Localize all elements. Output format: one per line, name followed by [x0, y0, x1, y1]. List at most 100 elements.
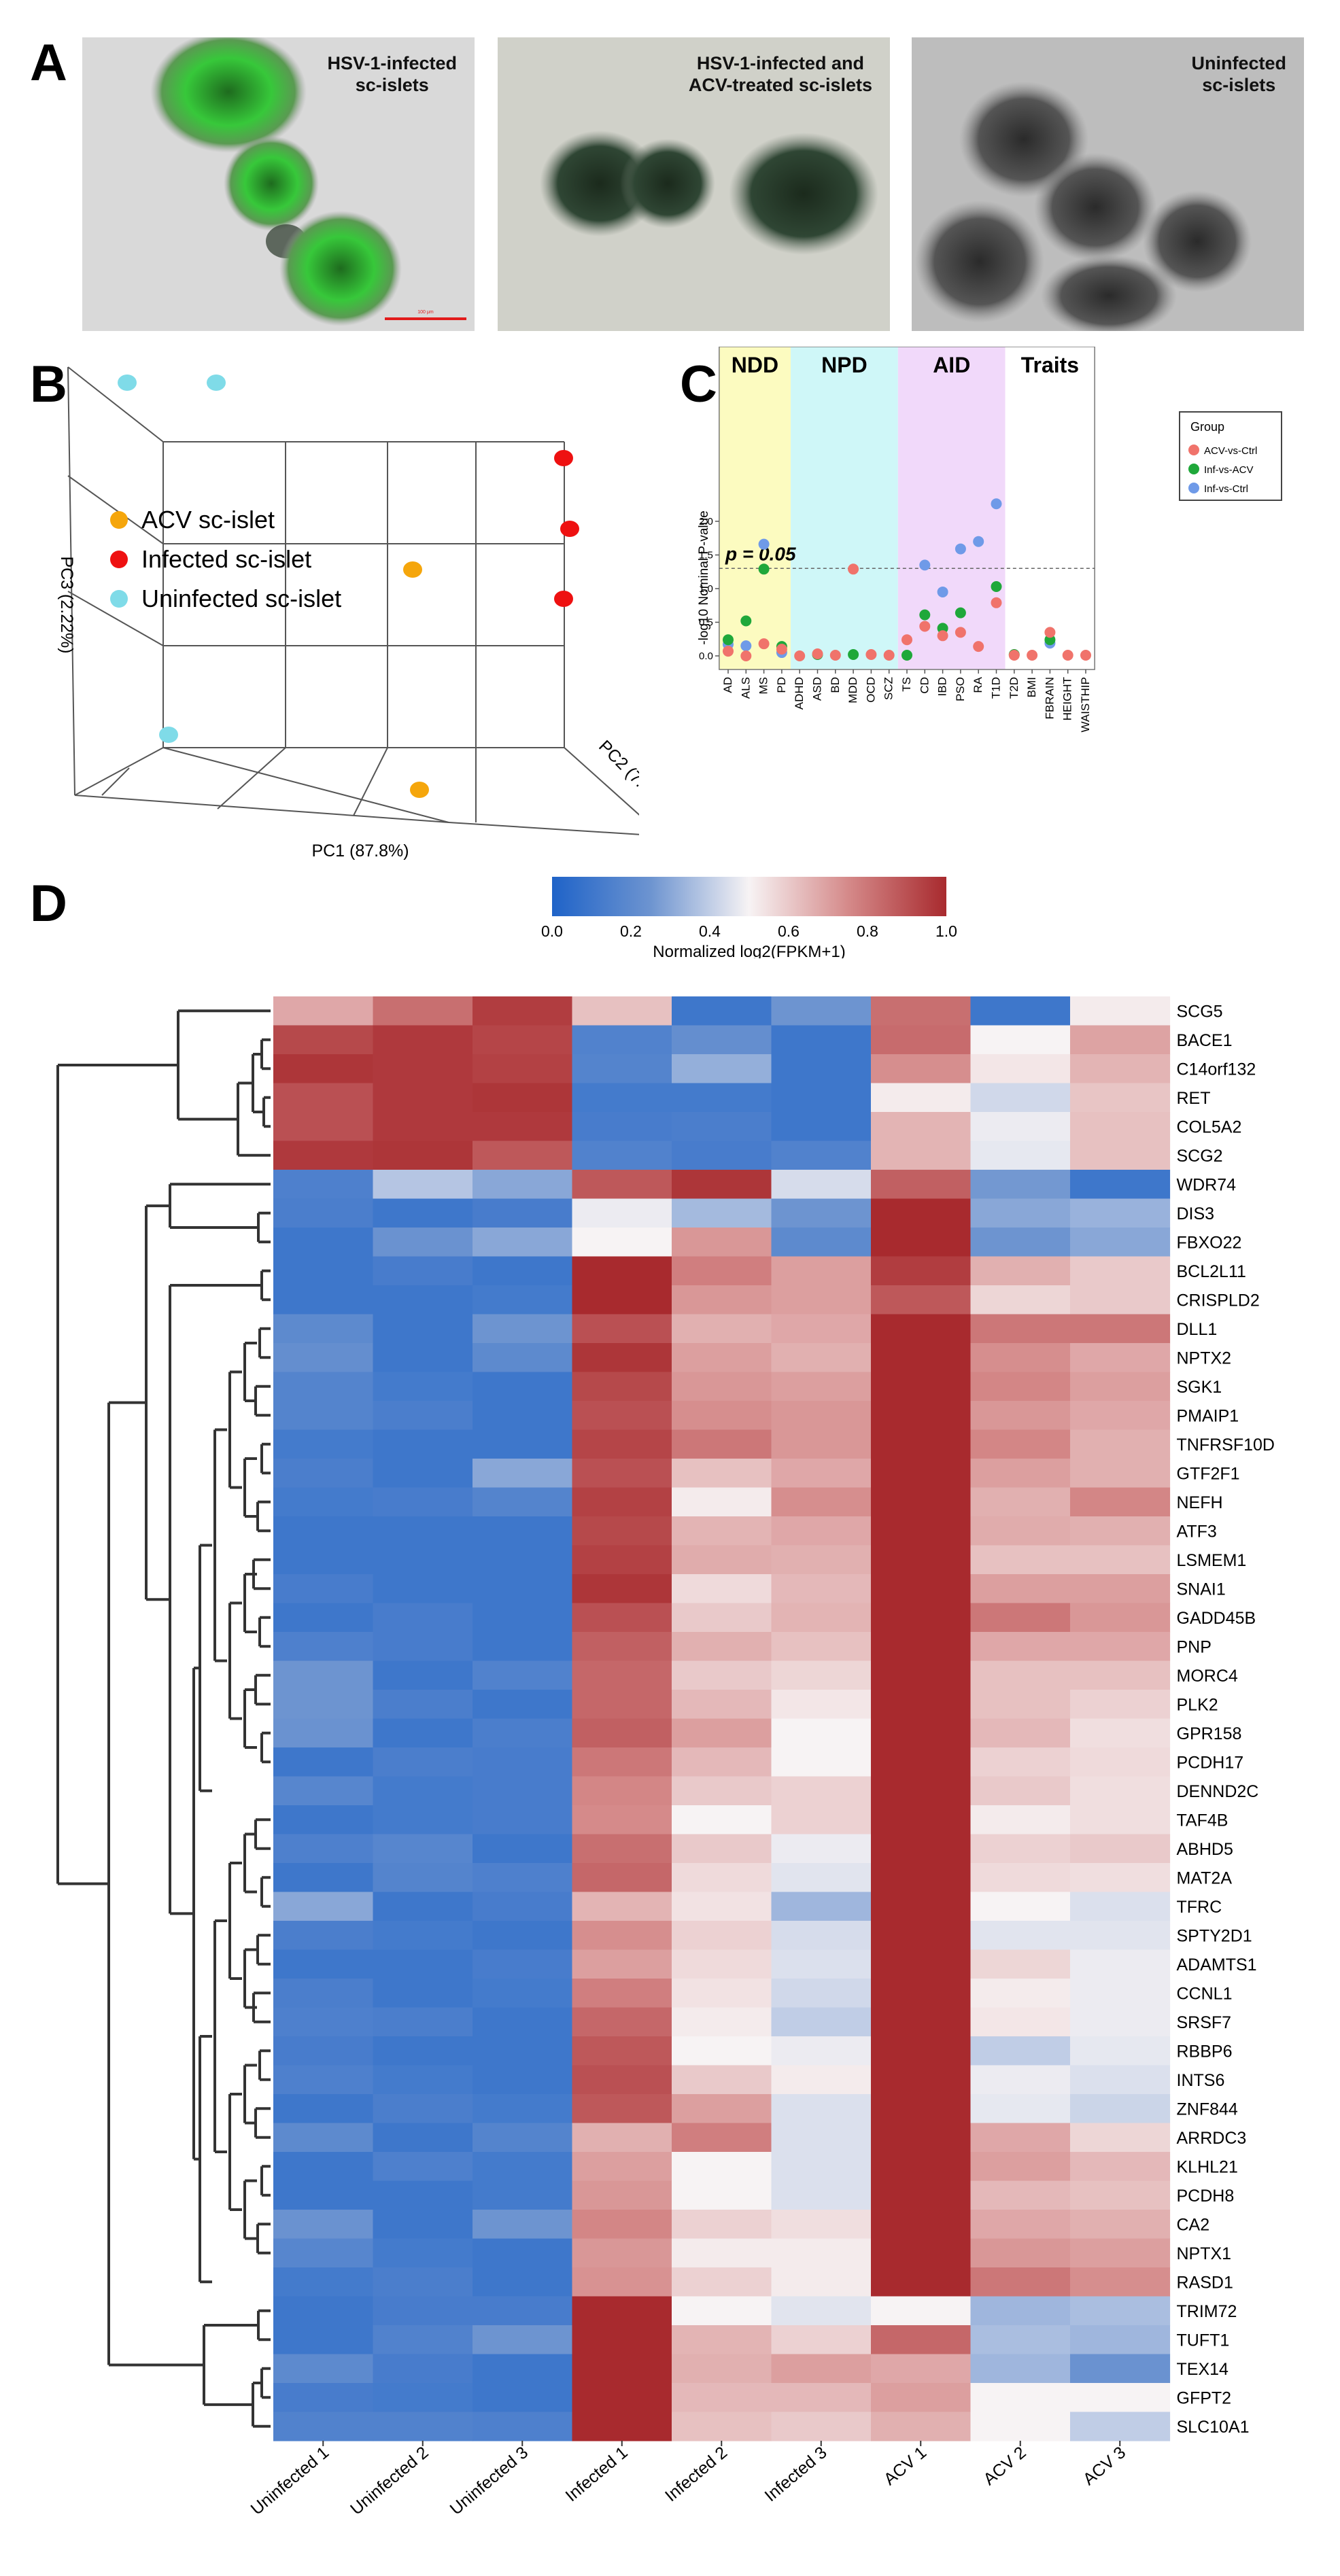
- group-band: [897, 347, 1006, 669]
- colorbar-tick-label: 1.0: [935, 922, 957, 940]
- heatmap-cell: [771, 1660, 872, 1690]
- heatmap-cell: [373, 2412, 473, 2441]
- heatmap-cell: [373, 1285, 473, 1315]
- heatmap-cell: [273, 2180, 374, 2210]
- heatmap-cell: [771, 2007, 872, 2037]
- micrograph-label-line: HSV-1-infected: [327, 53, 457, 73]
- heatmap-cell: [871, 1372, 972, 1402]
- enrichment-point: [848, 563, 859, 575]
- heatmap-cell: [1070, 1949, 1171, 1979]
- heatmap-cell: [871, 2036, 972, 2066]
- gene-label: BACE1: [1177, 1031, 1233, 1050]
- enrichment-plot: NDD NPD AID Traits 0.00.51.01.52.0p = 0.05A…: [697, 347, 1282, 733]
- x-tick-label: T1D: [990, 677, 1003, 699]
- heatmap-cell: [771, 2383, 872, 2413]
- gene-label: CRISPLD2: [1177, 1291, 1260, 1310]
- gene-label: ABHD5: [1177, 1840, 1233, 1859]
- heatmap-cell: [273, 2123, 374, 2153]
- heatmap-cell: [672, 1198, 772, 1228]
- heatmap-cell: [871, 1979, 972, 2008]
- gene-label: FBXO22: [1177, 1233, 1242, 1252]
- gene-label: GADD45B: [1177, 1609, 1256, 1628]
- gene-label: SPTY2D1: [1177, 1926, 1252, 1945]
- gene-label: PMAIP1: [1177, 1406, 1239, 1425]
- heatmap-cell: [672, 2007, 772, 2037]
- gene-label: ARRDC3: [1177, 2129, 1247, 2148]
- scale-bar-label: 100 μm: [417, 310, 434, 315]
- heatmap-cell: [672, 1863, 772, 1893]
- heatmap-cell: [672, 2296, 772, 2326]
- enrichment-point: [812, 648, 823, 660]
- heatmap-cell: [572, 1979, 672, 2008]
- heatmap-cell: [572, 1863, 672, 1893]
- pca-z-axis-label: PC2 (7.89%): [595, 737, 639, 819]
- heatmap-cell: [672, 1314, 772, 1344]
- enrichment-legend: Group ACV-vs-Ctrl Inf-vs-ACV Inf-vs-Ctrl: [1179, 411, 1282, 501]
- heatmap-cell: [1070, 1487, 1171, 1517]
- heatmap-cell: [273, 2007, 374, 2037]
- heatmap-cell: [373, 1256, 473, 1286]
- heatmap-cell: [1070, 2152, 1171, 2182]
- micrograph-label: Uninfected sc-islets: [1191, 52, 1286, 97]
- heatmap-cell: [771, 2267, 872, 2297]
- heatmap-cell: [871, 1574, 972, 1604]
- heatmap-cell: [373, 1459, 473, 1489]
- column-label: ACV 1: [880, 2443, 930, 2489]
- heatmap-cell: [373, 1170, 473, 1200]
- heatmap-cell: [771, 1805, 872, 1835]
- enrichment-point: [1080, 650, 1091, 661]
- heatmap-cell: [672, 1112, 772, 1142]
- heatmap-cell: [672, 2412, 772, 2441]
- legend-infected-marker: [110, 551, 128, 568]
- heatmap-cell: [1070, 1690, 1171, 1720]
- heatmap-cell: [970, 2412, 1071, 2441]
- heatmap-cell: [1070, 2296, 1171, 2326]
- heatmap-cell: [771, 1603, 872, 1633]
- heatmap-cell: [373, 1603, 473, 1633]
- heatmap-cell: [871, 2267, 972, 2297]
- heatmap-cell: [273, 1516, 374, 1546]
- heatmap-cell: [672, 1516, 772, 1546]
- heatmap-cell: [473, 2094, 573, 2124]
- heatmap-cell: [572, 1083, 672, 1113]
- heatmap-cell: [373, 2267, 473, 2297]
- heatmap-cell: [273, 1863, 374, 1893]
- heatmap-cell: [572, 1141, 672, 1170]
- heatmap-cell: [473, 1834, 573, 1864]
- heatmap-cell: [572, 1892, 672, 1921]
- heatmap-cell: [871, 1776, 972, 1806]
- enrichment-point: [794, 650, 806, 661]
- colorbar-tick-label: 0.8: [857, 922, 878, 940]
- heatmap-cell: [572, 2210, 672, 2240]
- heatmap-cell: [473, 1805, 573, 1835]
- heatmap-cell: [970, 1112, 1071, 1142]
- heatmap-cell: [572, 1025, 672, 1055]
- heatmap-cell: [672, 1776, 772, 1806]
- heatmap-cell: [1070, 2267, 1171, 2297]
- gene-label: TFRC: [1177, 1898, 1222, 1917]
- heatmap-cell: [871, 1198, 972, 1228]
- heatmap-cell: [871, 1921, 972, 1951]
- heatmap-cell: [970, 1198, 1071, 1228]
- heatmap-cell: [273, 2238, 374, 2268]
- pca-plot: ACV sc-islet Infected sc-islet Uninfecte…: [57, 366, 639, 860]
- heatmap-cell: [473, 1979, 573, 2008]
- heatmap-cell: [572, 1776, 672, 1806]
- heatmap-cell: [771, 1574, 872, 1604]
- heatmap-cell: [970, 1632, 1071, 1662]
- heatmap-cell: [970, 1921, 1071, 1951]
- heatmap-cell: [771, 1632, 872, 1662]
- enrichment-point: [1027, 650, 1038, 661]
- heatmap-cell: [672, 1170, 772, 1200]
- heatmap-cell: [871, 1025, 972, 1055]
- heatmap-cell: [771, 2094, 872, 2124]
- heatmap-cell: [771, 2412, 872, 2441]
- heatmap-cell: [871, 1314, 972, 1344]
- enrichment-point: [919, 621, 931, 632]
- heatmap-cell: [572, 1429, 672, 1459]
- heatmap-cell: [871, 1228, 972, 1257]
- heatmap-cell: [970, 1834, 1071, 1864]
- heatmap-cell: [273, 1054, 374, 1084]
- gene-label: MORC4: [1177, 1667, 1238, 1686]
- heatmap-column-labels: Uninfected 1 Uninfected 2 Uninfected 3 Infe…: [247, 2441, 1129, 2519]
